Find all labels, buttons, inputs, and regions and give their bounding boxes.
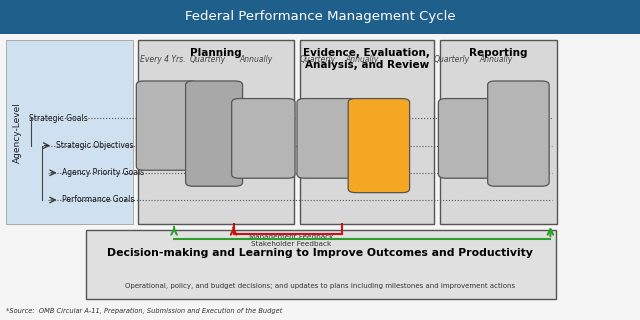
Text: Performance Goals: Performance Goals bbox=[62, 196, 134, 204]
FancyBboxPatch shape bbox=[348, 99, 410, 193]
Text: Every 4 Yrs.: Every 4 Yrs. bbox=[140, 55, 186, 64]
Text: Quarterly: Quarterly bbox=[190, 55, 226, 64]
Text: *Source:  OMB Circular A-11, Preparation, Submission and Execution of the Budget: *Source: OMB Circular A-11, Preparation,… bbox=[6, 308, 283, 314]
Text: Annually: Annually bbox=[479, 55, 513, 64]
Text: Annually: Annually bbox=[239, 55, 273, 64]
Text: APG Quarterly
Progress
Updates: APG Quarterly Progress Updates bbox=[444, 128, 494, 148]
Text: Strategic
Reviews: Strategic Reviews bbox=[363, 139, 395, 152]
FancyBboxPatch shape bbox=[297, 99, 360, 178]
Text: Reporting: Reporting bbox=[469, 48, 528, 58]
FancyBboxPatch shape bbox=[136, 81, 198, 170]
Text: Federal Performance Management Cycle: Federal Performance Management Cycle bbox=[185, 10, 455, 23]
Text: Quarterly: Quarterly bbox=[300, 55, 335, 64]
FancyBboxPatch shape bbox=[300, 40, 434, 224]
Text: Management Feedback: Management Feedback bbox=[249, 234, 333, 240]
Text: Decision-making and Learning to Improve Outcomes and Productivity: Decision-making and Learning to Improve … bbox=[107, 248, 533, 258]
FancyBboxPatch shape bbox=[186, 81, 243, 186]
FancyBboxPatch shape bbox=[438, 99, 500, 178]
Text: Evidence, Evaluation,
Analysis, and Review: Evidence, Evaluation, Analysis, and Revi… bbox=[303, 48, 430, 69]
Text: Planning: Planning bbox=[190, 48, 242, 58]
FancyBboxPatch shape bbox=[0, 0, 640, 34]
Text: APG Quarterly
Reviews: APG Quarterly Reviews bbox=[304, 132, 353, 145]
Text: Strategic Objectives: Strategic Objectives bbox=[56, 141, 133, 150]
FancyBboxPatch shape bbox=[440, 40, 557, 224]
Text: APG Action
Plan Updates: APG Action Plan Updates bbox=[241, 132, 286, 145]
FancyBboxPatch shape bbox=[232, 99, 295, 178]
Text: Agency
Strategic
Plan: Agency Strategic Plan bbox=[151, 116, 183, 136]
Text: Agency Priority Goals: Agency Priority Goals bbox=[62, 168, 145, 177]
Text: Quarterly: Quarterly bbox=[434, 55, 470, 64]
FancyBboxPatch shape bbox=[86, 230, 556, 299]
Text: Annual
Performance
Plan: Annual Performance Plan bbox=[192, 124, 236, 144]
Text: Agency-Level: Agency-Level bbox=[13, 102, 22, 163]
Text: Stakeholder Feedback: Stakeholder Feedback bbox=[251, 241, 332, 247]
FancyBboxPatch shape bbox=[488, 81, 549, 186]
Text: Annual
Performance
Plan: Annual Performance Plan bbox=[497, 124, 540, 144]
FancyBboxPatch shape bbox=[6, 40, 133, 224]
Text: Strategic Goals: Strategic Goals bbox=[29, 114, 88, 123]
Text: Operational, policy, and budget decisions; and updates to plans including milest: Operational, policy, and budget decision… bbox=[125, 283, 515, 289]
Text: Annually: Annually bbox=[345, 55, 378, 64]
FancyBboxPatch shape bbox=[138, 40, 294, 224]
